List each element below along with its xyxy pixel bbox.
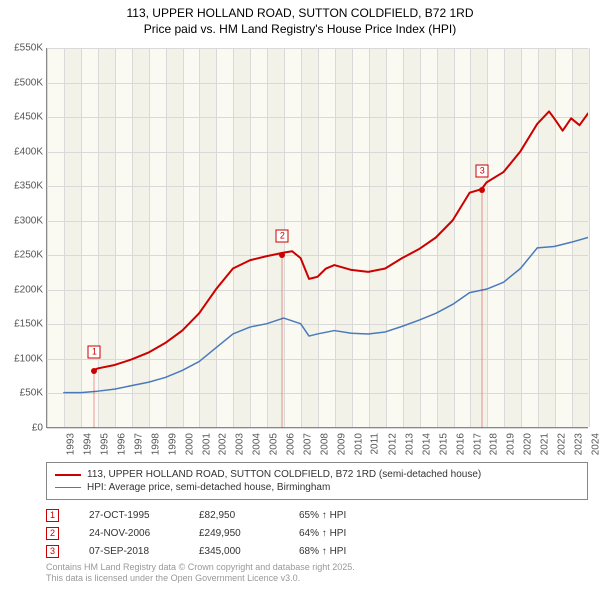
x-axis-label: 1993 [65, 433, 76, 455]
title-block: 113, UPPER HOLLAND ROAD, SUTTON COLDFIEL… [0, 0, 600, 39]
legend-swatch [55, 474, 81, 476]
x-axis-label: 2007 [302, 433, 313, 455]
x-axis-label: 2001 [201, 433, 212, 455]
y-axis-label: £500K [14, 77, 43, 88]
legend: 113, UPPER HOLLAND ROAD, SUTTON COLDFIEL… [46, 462, 588, 500]
annotation-row: 3 07-SEP-2018 £345,000 68% ↑ HPI [46, 542, 346, 560]
x-axis-label: 2011 [369, 433, 380, 455]
annotation-row: 2 24-NOV-2006 £249,950 64% ↑ HPI [46, 524, 346, 542]
annotation-date: 07-SEP-2018 [89, 546, 169, 557]
y-axis-label: £300K [14, 215, 43, 226]
title-address: 113, UPPER HOLLAND ROAD, SUTTON COLDFIEL… [0, 6, 600, 22]
y-axis-label: £0 [32, 423, 43, 434]
annotation-price: £82,950 [199, 510, 269, 521]
y-axis-label: £100K [14, 353, 43, 364]
x-axis-label: 2018 [489, 433, 500, 455]
x-axis-label: 2015 [438, 433, 449, 455]
x-axis-label: 2013 [404, 433, 415, 455]
y-axis-label: £350K [14, 181, 43, 192]
title-subtitle: Price paid vs. HM Land Registry's House … [0, 22, 600, 38]
x-axis-label: 1994 [82, 433, 93, 455]
legend-swatch [55, 487, 81, 489]
price-marker-label: 2 [276, 230, 289, 243]
price-marker-label: 1 [88, 345, 101, 358]
x-axis-label: 2017 [472, 433, 483, 455]
x-axis-label: 1998 [150, 433, 161, 455]
x-axis-label: 2006 [285, 433, 296, 455]
chart-container: 113, UPPER HOLLAND ROAD, SUTTON COLDFIEL… [0, 0, 600, 590]
copyright-line: Contains HM Land Registry data © Crown c… [46, 562, 355, 573]
x-axis-label: 2000 [184, 433, 195, 455]
annotation-pct: 65% ↑ HPI [299, 510, 346, 521]
x-axis-label: 1997 [133, 433, 144, 455]
annotation-date: 24-NOV-2006 [89, 528, 169, 539]
x-axis-label: 2020 [523, 433, 534, 455]
legend-item: HPI: Average price, semi-detached house,… [55, 482, 579, 493]
y-axis-label: £200K [14, 284, 43, 295]
annotation-number: 3 [46, 545, 59, 558]
copyright-line: This data is licensed under the Open Gov… [46, 573, 355, 584]
price-marker-dot [279, 252, 285, 258]
x-axis-label: 2002 [218, 433, 229, 455]
x-axis-label: 2014 [421, 433, 432, 455]
annotation-price: £345,000 [199, 546, 269, 557]
x-axis-label: 2008 [319, 433, 330, 455]
annotation-pct: 64% ↑ HPI [299, 528, 346, 539]
y-axis-label: £50K [20, 388, 43, 399]
chart-plot-area: £0£50K£100K£150K£200K£250K£300K£350K£400… [46, 48, 588, 428]
annotation-price: £249,950 [199, 528, 269, 539]
x-axis-label: 2023 [573, 433, 584, 455]
x-axis-label: 2004 [252, 433, 263, 455]
x-axis-label: 2012 [387, 433, 398, 455]
y-axis-label: £250K [14, 250, 43, 261]
x-axis-label: 2022 [556, 433, 567, 455]
x-axis-label: 2010 [353, 433, 364, 455]
price-marker-dot [479, 187, 485, 193]
y-axis-label: £450K [14, 112, 43, 123]
price-marker-dot [91, 368, 97, 374]
annotation-number: 2 [46, 527, 59, 540]
annotation-number: 1 [46, 509, 59, 522]
annotation-row: 1 27-OCT-1995 £82,950 65% ↑ HPI [46, 506, 346, 524]
legend-label: 113, UPPER HOLLAND ROAD, SUTTON COLDFIEL… [87, 469, 481, 480]
x-axis-label: 1995 [99, 433, 110, 455]
legend-item: 113, UPPER HOLLAND ROAD, SUTTON COLDFIEL… [55, 469, 579, 480]
copyright: Contains HM Land Registry data © Crown c… [46, 562, 355, 584]
x-axis-label: 2003 [235, 433, 246, 455]
x-axis-label: 2024 [590, 433, 600, 455]
annotation-date: 27-OCT-1995 [89, 510, 169, 521]
y-axis-label: £400K [14, 146, 43, 157]
x-axis-label: 1996 [116, 433, 127, 455]
x-axis-label: 2021 [540, 433, 551, 455]
annotation-table: 1 27-OCT-1995 £82,950 65% ↑ HPI 2 24-NOV… [46, 506, 346, 560]
legend-label: HPI: Average price, semi-detached house,… [87, 482, 330, 493]
y-axis-label: £150K [14, 319, 43, 330]
y-axis-label: £550K [14, 43, 43, 54]
x-axis-label: 2009 [336, 433, 347, 455]
x-axis-label: 2005 [269, 433, 280, 455]
annotation-pct: 68% ↑ HPI [299, 546, 346, 557]
price-marker-label: 3 [476, 164, 489, 177]
x-axis-label: 1999 [167, 433, 178, 455]
x-axis-label: 2019 [506, 433, 517, 455]
x-axis-label: 2016 [455, 433, 466, 455]
